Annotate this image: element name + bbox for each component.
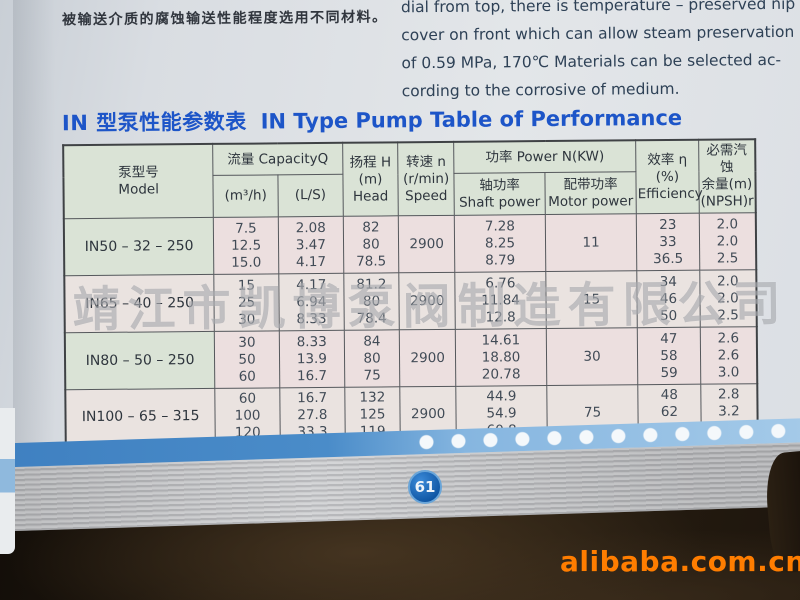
cell-speed: 2900 <box>398 215 455 273</box>
header-capacity: 流量 CapacityQ <box>212 142 343 176</box>
cell-speed: 2900 <box>399 329 456 387</box>
cell-efficiency: 23 33 36.5 <box>636 213 700 271</box>
cell-npsh: 2.0 2.0 2.5 <box>699 212 757 271</box>
cell-shaft-power: 14.61 18.80 20.78 <box>455 328 547 387</box>
cell-efficiency: 47 58 59 <box>637 327 701 385</box>
cell-head: 82 80 78.5 <box>342 215 400 274</box>
header-capacity-ls: (L/S) <box>277 174 343 217</box>
page-title: IN 型泵性能参数表 IN Type Pump Table of Performa… <box>62 102 682 137</box>
cell-capacity-ls: 2.08 3.47 4.17 <box>278 216 344 274</box>
paragraph-line: cover on front which can allow steam pre… <box>401 22 795 45</box>
header-motor-power: 配带功率 Motor power <box>544 171 637 215</box>
header-speed: 转速 n (r/min) Speed <box>397 141 455 216</box>
header-head: 扬程 H (m) Head <box>342 142 399 217</box>
cell-head: 84 80 75 <box>343 329 401 388</box>
paragraph-line: of 0.59 MPa, 170℃ Materials can be selec… <box>401 50 782 73</box>
cell-npsh: 2.6 2.6 3.0 <box>700 326 758 385</box>
company-watermark: 靖江市凯博泵阀制造有限公司 <box>72 275 788 339</box>
page-gutter-shadow <box>13 0 55 455</box>
cell-capacity-m3h: 7.5 12.5 15.0 <box>213 216 279 275</box>
header-power: 功率 Power N(KW) <box>453 140 637 174</box>
header-model: 泵型号 Model <box>63 143 214 219</box>
cell-capacity-m3h: 30 50 60 <box>214 330 280 389</box>
cell-model: IN50 – 32 – 250 <box>63 217 215 276</box>
cell-model: IN80 – 50 – 250 <box>64 331 216 390</box>
header-shaft-power: 轴功率 Shaft power <box>453 172 546 216</box>
cell-motor-power: 11 <box>545 213 637 272</box>
alibaba-watermark: alibaba.com.cn <box>560 545 800 578</box>
header-efficiency: 效率 η (%) Efficiency <box>635 139 703 214</box>
header-capacity-m3h: (m³/h) <box>213 175 279 218</box>
cell-motor-power: 30 <box>546 327 638 386</box>
cell-shaft-power: 7.28 8.25 8.79 <box>454 214 546 273</box>
intro-text-chinese: 被输送介质的腐蚀输送性能程度选用不同材料。 <box>62 9 388 29</box>
cell-capacity-ls: 8.33 13.9 16.7 <box>279 330 345 388</box>
page-number: 61 <box>414 478 436 496</box>
header-npsh: 必需汽蚀 余量(m) (NPSH)r <box>698 139 756 214</box>
adjacent-page-edge <box>0 408 15 554</box>
page-title-english: IN Type Pump Table of Performance <box>260 105 683 134</box>
page-number-badge: 61 <box>408 470 442 504</box>
paragraph-line: cording to the corrosive of medium. <box>401 79 680 101</box>
page-title-chinese: IN 型泵性能参数表 <box>61 109 247 136</box>
intro-paragraph-english: dial from top, there is temperature – pr… <box>401 0 795 105</box>
